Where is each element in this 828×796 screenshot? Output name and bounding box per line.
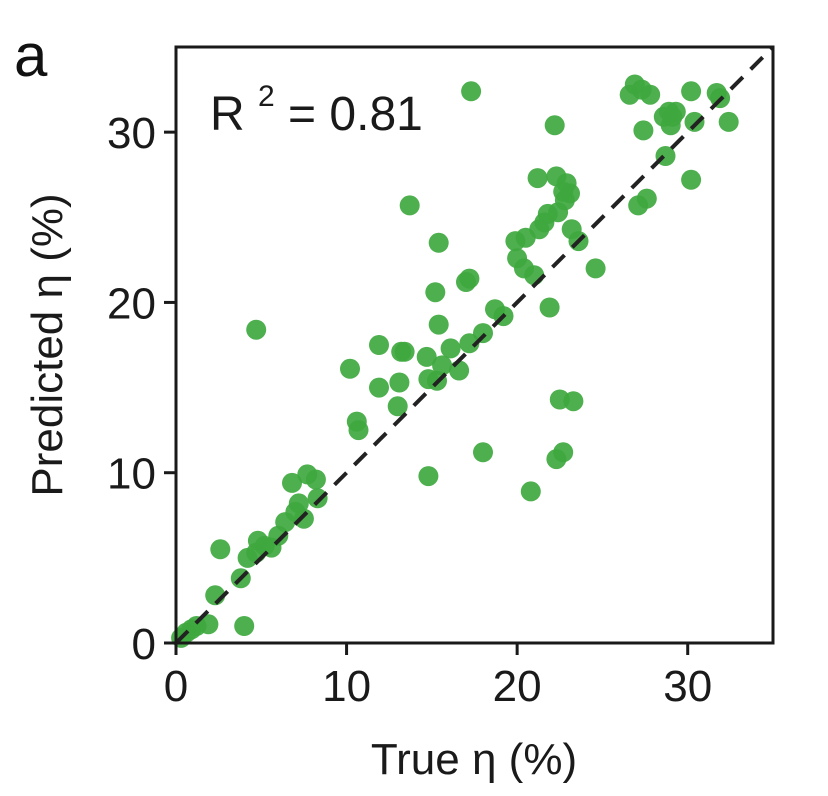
data-point: [684, 111, 705, 132]
annotation-superscript: 2: [258, 80, 275, 113]
data-point: [394, 341, 415, 362]
y-axis-label: Predicted η (%): [23, 193, 72, 496]
data-point: [665, 101, 686, 122]
data-point: [418, 466, 439, 487]
data-point: [428, 232, 449, 253]
data-point: [198, 614, 219, 635]
data-point: [246, 319, 267, 340]
x-tick-label: 30: [663, 662, 712, 711]
data-point: [399, 195, 420, 216]
data-point: [389, 372, 410, 393]
data-point: [636, 188, 657, 209]
data-point: [425, 282, 446, 303]
data-point: [288, 493, 309, 514]
data-point: [348, 420, 369, 441]
data-point: [282, 472, 302, 493]
data-point: [340, 358, 360, 379]
data-point: [520, 481, 541, 502]
data-point: [553, 442, 574, 463]
data-point: [416, 346, 437, 367]
data-point: [449, 360, 470, 381]
data-point: [387, 396, 408, 417]
r-squared-annotation: R 2 = 0.81: [210, 64, 423, 141]
data-point: [369, 377, 389, 398]
data-point: [440, 338, 461, 359]
data-point: [428, 314, 449, 335]
data-point: [585, 258, 606, 279]
y-tick-label: 30: [107, 109, 156, 158]
data-point: [633, 120, 654, 141]
data-point: [640, 84, 661, 105]
data-point: [210, 539, 231, 560]
data-point: [473, 442, 493, 463]
data-point: [527, 168, 548, 189]
data-point: [563, 391, 584, 412]
x-tick-label: 0: [164, 662, 188, 711]
data-point: [539, 297, 560, 318]
plot-frame: [174, 45, 775, 645]
reference-line: [174, 45, 775, 645]
y-tick-label: 0: [132, 620, 156, 669]
x-axis: 0 10 20 30: [164, 643, 712, 711]
data-point: [473, 323, 493, 344]
x-axis-label: True η (%): [371, 735, 577, 784]
panel-label: a: [14, 22, 48, 89]
data-point: [234, 616, 255, 636]
data-point: [432, 355, 453, 376]
y-tick-label: 20: [107, 279, 156, 328]
data-point: [459, 333, 480, 354]
data-point: [305, 469, 326, 490]
data-point: [544, 115, 565, 136]
x-tick-label: 10: [322, 662, 371, 711]
data-point: [459, 268, 480, 289]
data-point: [718, 111, 739, 132]
data-point: [681, 81, 702, 102]
data-point: [293, 508, 314, 529]
data-point: [524, 265, 545, 286]
annotation-value: = 0.81: [288, 88, 423, 141]
data-point: [681, 169, 702, 190]
data-point: [369, 335, 389, 355]
data-point: [560, 183, 580, 204]
data-point: [461, 81, 482, 102]
x-tick-label: 20: [493, 662, 542, 711]
y-tick-label: 10: [107, 450, 156, 499]
y-axis: 0 10 20 30: [107, 109, 176, 669]
data-point: [307, 488, 328, 509]
annotation-base: R: [210, 88, 245, 141]
